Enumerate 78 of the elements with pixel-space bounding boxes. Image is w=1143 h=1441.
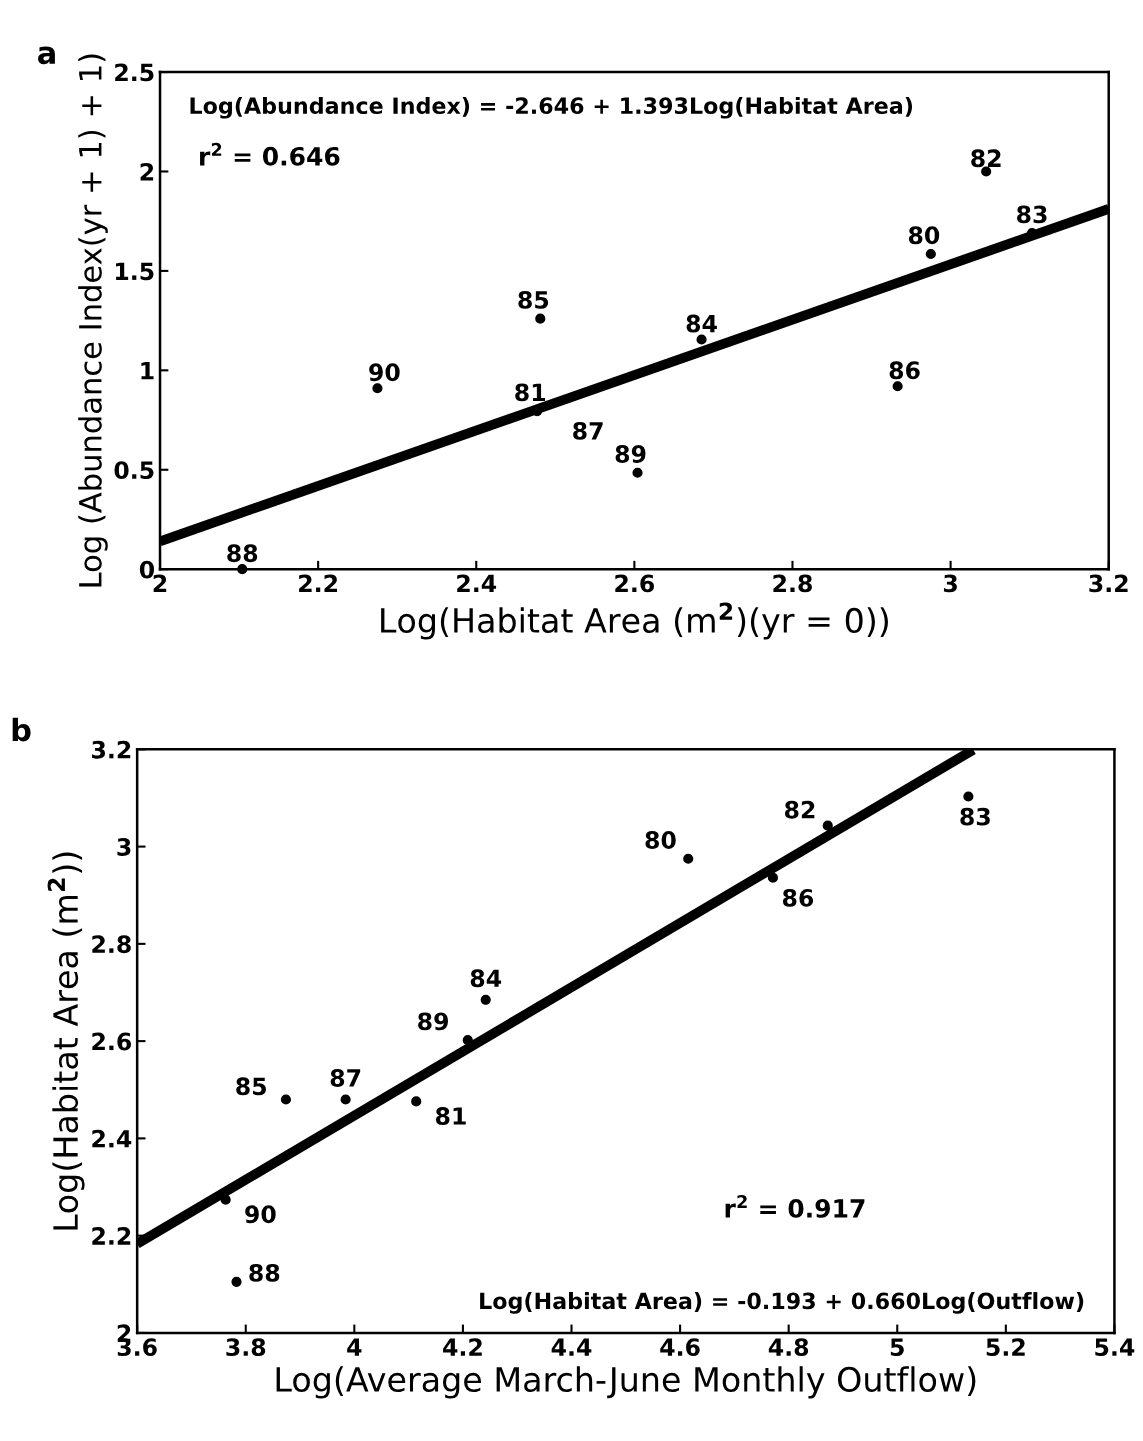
y-tick-label: 1 — [141, 362, 154, 380]
annotation: r$^{2}$ = 0.646 — [200, 142, 340, 166]
annotation: 86 — [889, 361, 920, 380]
annotation: r$^{2}$ = 0.917 — [725, 1194, 865, 1218]
annotation: Log(Habitat Area) = -0.193 + 0.660Log(Outflow) — [480, 1292, 1084, 1314]
annotation: 85 — [236, 1077, 266, 1096]
y-tick-label: 0.5 — [114, 461, 154, 480]
annotation: 89 — [615, 445, 646, 463]
x-tick-label: 4.8 — [768, 1338, 809, 1357]
point — [767, 872, 779, 883]
x-tick-label: 4.6 — [660, 1338, 700, 1357]
annotation: 87 — [330, 1069, 361, 1087]
annotation: 80 — [908, 226, 940, 245]
annotation: 87 — [573, 421, 603, 440]
x-tick-label: 2.4 — [457, 574, 497, 592]
x-tick-label: 2.2 — [299, 574, 337, 592]
y-tick-label: 2 — [140, 162, 154, 181]
annotation: 85 — [518, 290, 549, 309]
annotation: 84 — [470, 969, 502, 988]
annotation: 88 — [227, 544, 258, 563]
x-axis-title: Log(Habitat Area (m$^{2}$)(yr = 0)) — [381, 602, 888, 640]
point — [963, 791, 974, 802]
y-axis-title: Log(Habitat Area (m$^{2}$)) — [47, 852, 85, 1230]
point — [683, 853, 694, 864]
chart-title: b — [12, 717, 31, 742]
y-tick-label: 3.2 — [92, 740, 131, 759]
point — [237, 564, 248, 575]
y-tick-label: 1.5 — [116, 262, 154, 281]
point — [925, 248, 936, 260]
annotation: 82 — [785, 800, 815, 819]
point — [411, 1096, 422, 1107]
x-tick-label: 3.2 — [1089, 574, 1128, 593]
annotation: 81 — [515, 383, 545, 402]
annotation: 80 — [645, 831, 676, 849]
point — [340, 1094, 351, 1105]
y-tick-label: 2.5 — [115, 63, 154, 82]
point — [822, 820, 833, 831]
annotation: 83 — [960, 807, 990, 826]
x-tick-label: 3 — [943, 574, 957, 593]
point — [535, 313, 546, 324]
chart-title: a — [38, 46, 55, 65]
x-tick-label: 5 — [890, 1338, 904, 1357]
y-tick-label: 2.6 — [92, 1032, 132, 1051]
point — [462, 1035, 473, 1046]
y-tick-label: 0 — [139, 560, 155, 579]
annotation: 86 — [782, 888, 814, 907]
x-tick-label: 4.4 — [551, 1338, 592, 1356]
annotation: 81 — [435, 1107, 466, 1125]
annotation: 82 — [971, 149, 1001, 168]
y-tick-label: 2.4 — [92, 1129, 132, 1148]
y-axis-title: Log (Abundance Index(yr + 1) + 1) — [78, 54, 108, 587]
annotation: Log(Abundance Index) = -2.646 + 1.393Log(Habitat Area) — [190, 96, 913, 119]
y-tick-label: 3 — [117, 838, 131, 856]
annotation: 84 — [686, 314, 717, 333]
x-tick-label: 2.8 — [773, 574, 812, 593]
x-tick-label: 3.8 — [226, 1338, 266, 1357]
annotation: 90 — [369, 363, 400, 382]
x-axis-title: Log(Average March-June Monthly Outflow) — [276, 1366, 976, 1399]
point — [696, 334, 707, 345]
x-tick-label: 5.2 — [986, 1338, 1025, 1357]
annotation: 88 — [249, 1263, 280, 1282]
point — [632, 467, 643, 478]
y-tick-label: 2.2 — [92, 1227, 131, 1245]
x-tick-label: 5.4 — [1095, 1338, 1135, 1357]
point — [892, 381, 903, 392]
annotation: 83 — [1017, 205, 1047, 224]
point — [372, 383, 383, 394]
y-tick-label: 2.8 — [92, 935, 131, 954]
x-tick-label: 2.6 — [615, 574, 655, 593]
point — [231, 1276, 242, 1287]
annotation: 90 — [245, 1205, 276, 1224]
annotation: 89 — [418, 1012, 448, 1031]
x-tick-label: 4 — [347, 1338, 362, 1356]
x-tick-label: 2 — [153, 574, 167, 592]
point — [280, 1094, 292, 1105]
point — [220, 1194, 231, 1205]
x-tick-label: 4.2 — [443, 1338, 482, 1356]
point — [480, 994, 491, 1005]
